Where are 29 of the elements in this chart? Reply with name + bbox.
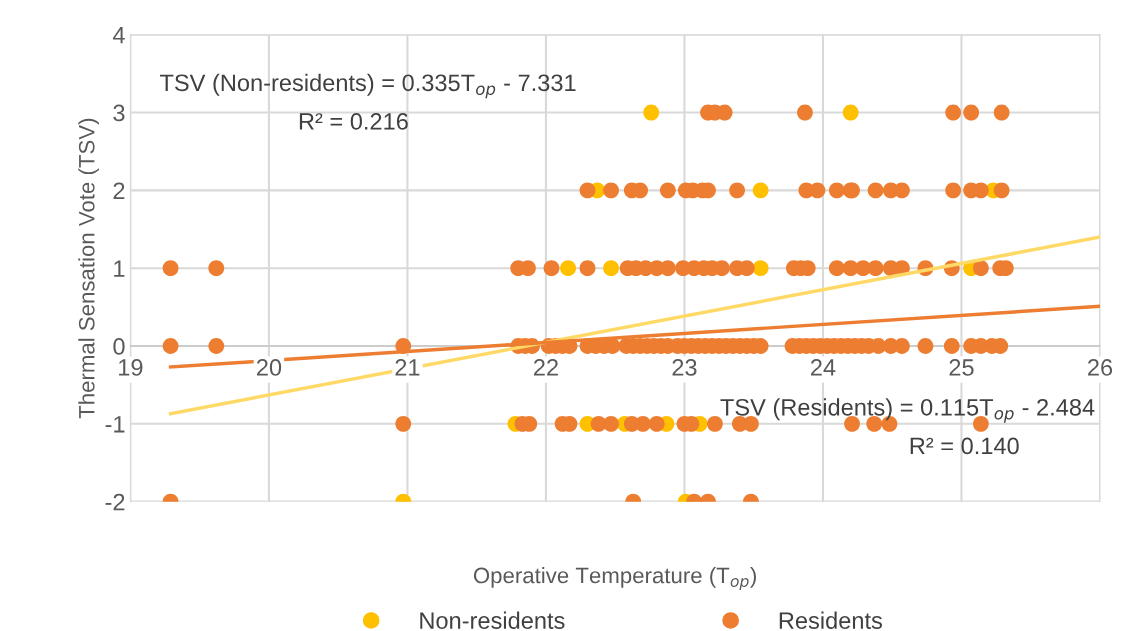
x-tick-label: 24 xyxy=(811,359,836,376)
x-tick-label: 19 xyxy=(119,359,143,376)
y-tick-label: -1 xyxy=(105,416,125,433)
annotation: R² = 0.216 xyxy=(299,113,408,130)
y-tick-label: 4 xyxy=(112,27,125,44)
y-tick-label: 2 xyxy=(113,182,125,199)
x-tick-label: 21 xyxy=(395,359,420,376)
x-tick-label: 20 xyxy=(256,359,282,376)
x-tick-label: 22 xyxy=(534,359,558,376)
annotation: R² = 0.140 xyxy=(910,437,1019,455)
y-tick-label: 3 xyxy=(113,104,125,122)
x-tick-label: 26 xyxy=(1088,359,1113,376)
point xyxy=(603,260,619,277)
point xyxy=(643,104,660,121)
x-axis-title: Operative Temperature (T$_{op}$) xyxy=(473,567,756,590)
y-axis-title: Thermal Sensation Vote (TSV) xyxy=(78,118,99,419)
annotation: TSV (Non-residents) = 0.335T$_{op}$ - 7.331 xyxy=(160,73,576,99)
y-tick-label: -2 xyxy=(105,493,125,511)
point xyxy=(752,260,769,277)
annotation: TSV (Residents) = 0.115T$_{op}$ - 2.484 xyxy=(720,398,1095,423)
legend-label: Residents xyxy=(779,611,882,629)
x-tick-label: 23 xyxy=(672,359,697,376)
y-tick-label: 0 xyxy=(113,338,125,355)
legend-label: Non-residents xyxy=(420,611,565,629)
point xyxy=(842,104,859,121)
point xyxy=(560,260,577,277)
y-tick-label: 1 xyxy=(114,260,125,277)
point xyxy=(752,182,769,199)
x-tick-label: 25 xyxy=(949,359,974,376)
